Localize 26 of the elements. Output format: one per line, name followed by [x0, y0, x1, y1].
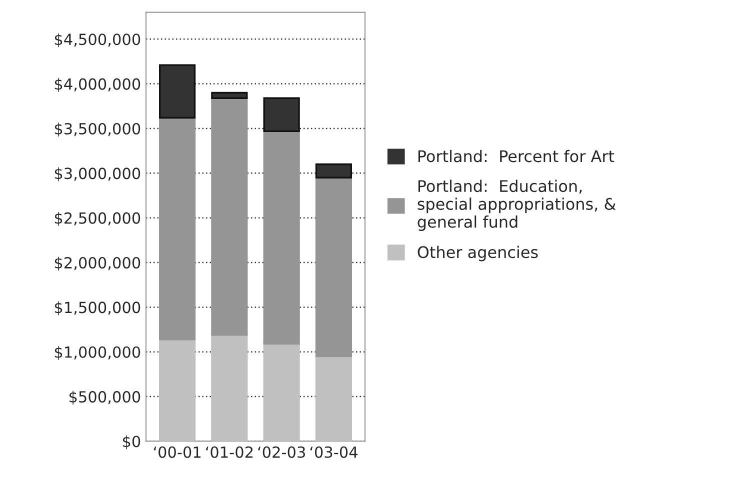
x-tick-label: ‘02-03	[258, 446, 305, 458]
y-tick-label: $1,500,000	[54, 301, 140, 316]
legend-label: Other agencies	[418, 246, 538, 262]
bar	[158, 116, 196, 340]
bar	[211, 92, 248, 99]
bar	[263, 130, 300, 345]
bar	[211, 334, 248, 442]
legend-label: Portland: Education, special appropriations, & general fund	[418, 180, 616, 231]
y-tick-label: $4,500,000	[54, 33, 140, 48]
bar	[211, 97, 248, 336]
x-tick-label: ‘03-04	[310, 446, 358, 458]
bar	[158, 338, 196, 442]
x-tick-label: ‘01-02	[206, 446, 253, 458]
y-tick-label: $2,000,000	[54, 256, 140, 271]
y-tick-label: $3,500,000	[54, 122, 140, 137]
y-tick-label: $2,500,000	[54, 212, 140, 226]
y-tick-label: $0	[122, 435, 140, 450]
bar	[315, 356, 352, 442]
bar	[315, 176, 352, 358]
y-tick-label: $3,000,000	[54, 167, 140, 182]
y-tick-label: $4,000,000	[54, 78, 140, 92]
legend-label: Portland: Percent for Art	[418, 150, 614, 162]
y-tick-label: $500,000	[70, 390, 140, 405]
x-tick-label: ‘00-01	[154, 446, 200, 458]
bar	[263, 343, 300, 442]
y-tick-label: $1,000,000	[54, 346, 140, 360]
